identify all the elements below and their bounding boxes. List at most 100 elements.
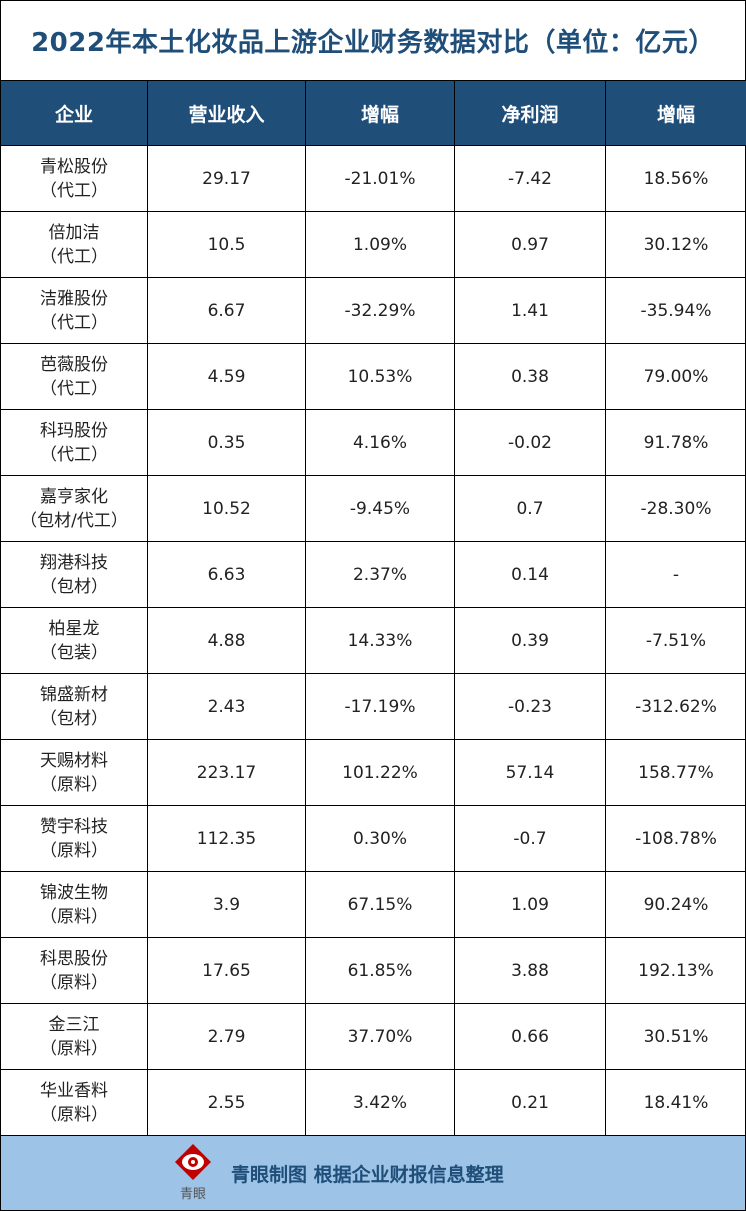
profit-cell: -7.42 bbox=[454, 145, 606, 212]
profit-cell: 0.38 bbox=[454, 343, 606, 410]
company-cell: 天赐材料 （原料） bbox=[0, 739, 148, 806]
header-row: 企业 营业收入 增幅 净利润 增幅 bbox=[0, 80, 746, 146]
table-row: 嘉亨家化 （包材/代工） 10.52 -9.45% 0.7 -28.30% bbox=[0, 475, 746, 542]
company-cell: 倍加洁 （代工） bbox=[0, 211, 148, 278]
company-cell: 锦盛新材 （包材） bbox=[0, 673, 148, 740]
company-name: 科思股份 bbox=[40, 948, 108, 969]
profit-cell: -0.02 bbox=[454, 409, 606, 476]
company-type: （包材） bbox=[40, 708, 108, 729]
company-type: （代工） bbox=[40, 312, 108, 333]
profit-cell: 0.7 bbox=[454, 475, 606, 542]
table-row: 倍加洁 （代工） 10.5 1.09% 0.97 30.12% bbox=[0, 211, 746, 278]
column-header: 增幅 bbox=[605, 80, 746, 146]
profit-growth-cell: -7.51% bbox=[605, 607, 746, 674]
logo-text: 青眼 bbox=[180, 1187, 206, 1202]
company-type: （包材） bbox=[40, 576, 108, 597]
profit-growth-cell: -312.62% bbox=[605, 673, 746, 740]
profit-cell: 57.14 bbox=[454, 739, 606, 806]
company-name: 芭薇股份 bbox=[40, 354, 108, 375]
revenue-growth-cell: -32.29% bbox=[305, 277, 455, 344]
profit-growth-cell: 158.77% bbox=[605, 739, 746, 806]
profit-cell: 0.21 bbox=[454, 1069, 606, 1136]
company-name: 青松股份 bbox=[40, 156, 108, 177]
company-cell: 翔港科技 （包材） bbox=[0, 541, 148, 608]
company-cell: 科玛股份 （代工） bbox=[0, 409, 148, 476]
revenue-growth-cell: 1.09% bbox=[305, 211, 455, 278]
table-row: 天赐材料 （原料） 223.17 101.22% 57.14 158.77% bbox=[0, 739, 746, 806]
revenue-growth-cell: 10.53% bbox=[305, 343, 455, 410]
company-name: 金三江 bbox=[48, 1014, 100, 1035]
profit-growth-cell: 30.12% bbox=[605, 211, 746, 278]
revenue-cell: 2.55 bbox=[147, 1069, 306, 1136]
revenue-cell: 4.88 bbox=[147, 607, 306, 674]
table-row: 科思股份 （原料） 17.65 61.85% 3.88 192.13% bbox=[0, 937, 746, 1004]
table-row: 洁雅股份 （代工） 6.67 -32.29% 1.41 -35.94% bbox=[0, 277, 746, 344]
company-cell: 洁雅股份 （代工） bbox=[0, 277, 148, 344]
profit-cell: 1.41 bbox=[454, 277, 606, 344]
company-name: 柏星龙 bbox=[48, 618, 100, 639]
revenue-cell: 10.5 bbox=[147, 211, 306, 278]
revenue-growth-cell: 61.85% bbox=[305, 937, 455, 1004]
revenue-cell: 6.67 bbox=[147, 277, 306, 344]
company-cell: 锦波生物 （原料） bbox=[0, 871, 148, 938]
revenue-growth-cell: 14.33% bbox=[305, 607, 455, 674]
revenue-cell: 0.35 bbox=[147, 409, 306, 476]
column-header: 企业 bbox=[0, 80, 148, 146]
footer: 青眼 青眼制图 根据企业财报信息整理 bbox=[1, 1136, 745, 1210]
profit-cell: -0.23 bbox=[454, 673, 606, 740]
company-type: （原料） bbox=[40, 774, 108, 795]
company-type: （包材/代工） bbox=[20, 510, 128, 531]
revenue-growth-cell: 101.22% bbox=[305, 739, 455, 806]
company-name: 倍加洁 bbox=[48, 222, 100, 243]
profit-cell: 0.97 bbox=[454, 211, 606, 278]
profit-growth-cell: - bbox=[605, 541, 746, 608]
company-cell: 金三江 （原料） bbox=[0, 1003, 148, 1070]
company-name: 嘉亨家化 bbox=[40, 486, 108, 507]
profit-cell: 3.88 bbox=[454, 937, 606, 1004]
company-type: （原料） bbox=[40, 906, 108, 927]
column-header: 净利润 bbox=[454, 80, 606, 146]
company-cell: 华业香料 （原料） bbox=[0, 1069, 148, 1136]
revenue-growth-cell: -17.19% bbox=[305, 673, 455, 740]
company-name: 翔港科技 bbox=[40, 552, 108, 573]
qingyan-logo-icon: 青眼 bbox=[175, 1144, 211, 1202]
company-cell: 嘉亨家化 （包材/代工） bbox=[0, 475, 148, 542]
company-name: 锦盛新材 bbox=[40, 684, 108, 705]
profit-growth-cell: 30.51% bbox=[605, 1003, 746, 1070]
company-cell: 赞宇科技 （原料） bbox=[0, 805, 148, 872]
footer-text: 青眼制图 根据企业财报信息整理 bbox=[231, 1164, 504, 1186]
company-type: （原料） bbox=[40, 1104, 108, 1125]
table-row: 芭薇股份 （代工） 4.59 10.53% 0.38 79.00% bbox=[0, 343, 746, 410]
company-type: （原料） bbox=[40, 972, 108, 993]
table-row: 青松股份 （代工） 29.17 -21.01% -7.42 18.56% bbox=[0, 145, 746, 212]
profit-cell: 1.09 bbox=[454, 871, 606, 938]
company-type: （代工） bbox=[40, 180, 108, 201]
company-type: （包装） bbox=[40, 642, 108, 663]
revenue-growth-cell: 37.70% bbox=[305, 1003, 455, 1070]
revenue-cell: 6.63 bbox=[147, 541, 306, 608]
revenue-growth-cell: 2.37% bbox=[305, 541, 455, 608]
profit-growth-cell: -28.30% bbox=[605, 475, 746, 542]
column-header: 增幅 bbox=[305, 80, 455, 146]
profit-growth-cell: 90.24% bbox=[605, 871, 746, 938]
revenue-cell: 112.35 bbox=[147, 805, 306, 872]
revenue-cell: 2.79 bbox=[147, 1003, 306, 1070]
profit-cell: -0.7 bbox=[454, 805, 606, 872]
revenue-cell: 2.43 bbox=[147, 673, 306, 740]
revenue-growth-cell: 67.15% bbox=[305, 871, 455, 938]
company-name: 科玛股份 bbox=[40, 420, 108, 441]
table-row: 锦波生物 （原料） 3.9 67.15% 1.09 90.24% bbox=[0, 871, 746, 938]
revenue-growth-cell: -9.45% bbox=[305, 475, 455, 542]
company-cell: 青松股份 （代工） bbox=[0, 145, 148, 212]
company-name: 锦波生物 bbox=[40, 882, 108, 903]
table-row: 赞宇科技 （原料） 112.35 0.30% -0.7 -108.78% bbox=[0, 805, 746, 872]
company-name: 华业香料 bbox=[40, 1080, 108, 1101]
profit-growth-cell: 79.00% bbox=[605, 343, 746, 410]
revenue-cell: 223.17 bbox=[147, 739, 306, 806]
company-type: （代工） bbox=[40, 246, 108, 267]
profit-growth-cell: 18.56% bbox=[605, 145, 746, 212]
profit-cell: 0.14 bbox=[454, 541, 606, 608]
table-row: 柏星龙 （包装） 4.88 14.33% 0.39 -7.51% bbox=[0, 607, 746, 674]
revenue-cell: 4.59 bbox=[147, 343, 306, 410]
company-type: （原料） bbox=[40, 840, 108, 861]
